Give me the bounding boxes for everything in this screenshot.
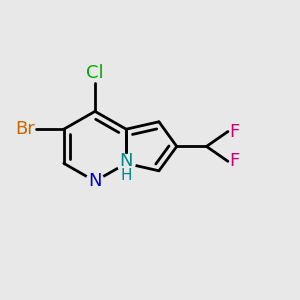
Text: N: N <box>88 172 102 190</box>
Circle shape <box>86 172 104 190</box>
Circle shape <box>117 154 135 172</box>
Text: H: H <box>121 168 132 183</box>
Text: Cl: Cl <box>86 64 104 82</box>
Text: N: N <box>119 152 133 170</box>
Text: F: F <box>230 123 240 141</box>
Text: Br: Br <box>15 120 35 138</box>
Text: F: F <box>230 152 240 170</box>
